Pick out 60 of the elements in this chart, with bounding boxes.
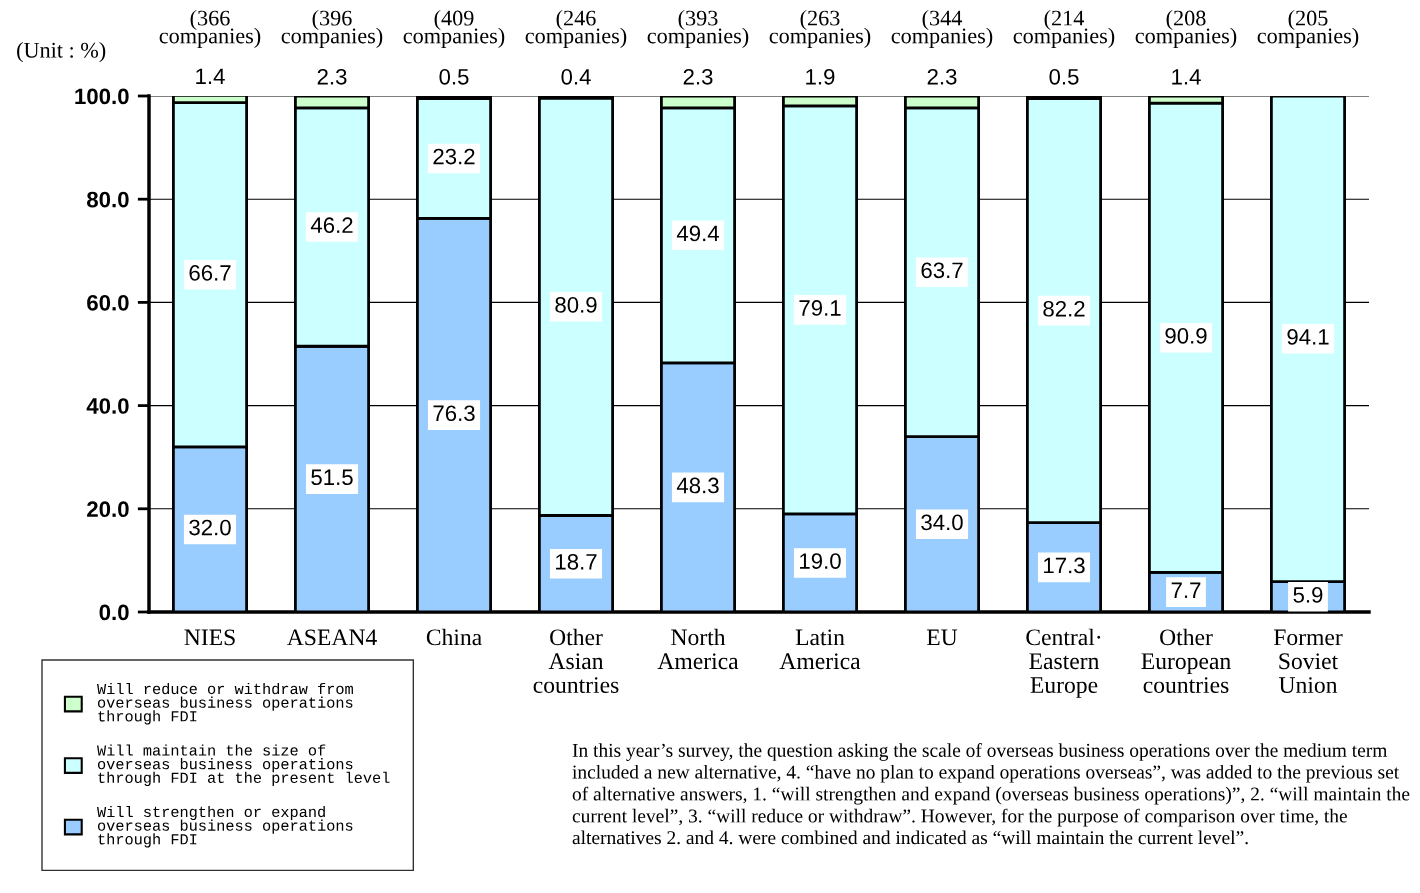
text: (366 companies) [159,9,261,48]
data-label: 63.7 [921,262,963,279]
x-tick-label: NIES [184,629,235,646]
x-tick-label: North America [657,628,739,670]
text: In this year’s survey, the question asking the scale of overseas business operations over the medium term included a new alternative, 4. “have no plan to expand operations overseas”, was added to the previous set of alternative answers, 1. “will strengthen and expand (overseas business operations)”, 2. “will maintain the current level”, 3. “will reduce or withdraw”. However, for the purpose of comparison over time, the alternatives 2. and 4. were combined and indicated as “will maintain the current level”. [572,743,1410,845]
x-tick-label: China [426,628,482,646]
data-label: 7.7 [1171,582,1201,598]
text: (409 companies) [403,9,505,48]
text: (246 companies) [525,9,627,48]
y-tick-label: 80.0 [87,191,129,208]
data-label: 23.2 [433,148,475,165]
data-label: 0.4 [561,68,591,85]
text: (208 companies) [1135,9,1237,48]
data-label: 51.5 [311,469,353,486]
data-label: 19.0 [800,553,841,569]
data-label: 48.3 [676,477,719,494]
data-label: 66.7 [189,265,231,281]
text: (344 companies) [891,9,993,48]
data-label: 49.4 [676,225,719,242]
x-tick-label: Former Soviet Union [1273,629,1343,694]
data-label: 0.5 [1049,68,1079,85]
x-tick-label: ASEAN4 [286,629,377,646]
x-tick-label: Central· Eastern Europe [1026,628,1101,698]
data-label: 18.7 [556,553,597,570]
data-label: 5.9 [1293,587,1323,603]
data-label: 2.3 [317,68,347,85]
data-label: 0.5 [439,68,469,85]
data-label: 2.3 [683,68,713,85]
data-label: 2.3 [927,68,957,85]
x-tick-label: Latin America [779,629,861,670]
y-axis-title: (Unit : %) [17,42,106,63]
y-tick-label: 20.0 [87,501,129,518]
y-tick-label: 100.0 [75,88,129,105]
x-tick-label: Other European countries [1141,628,1231,694]
data-label: 32.0 [189,519,231,536]
text: (393 companies) [647,9,749,48]
x-tick-label: EU [926,629,958,646]
data-label: 34.0 [921,514,963,531]
data-label: 82.2 [1043,300,1085,317]
data-label: 1.4 [1172,69,1201,85]
data-label: 1.9 [806,68,835,85]
y-tick-label: 60.0 [87,294,129,311]
legend-label: Will strengthen or expand overseas business operations through FDI [97,805,353,848]
text: (396 companies) [281,9,383,48]
data-label: 79.1 [799,300,841,316]
text: (214 companies) [1013,9,1115,48]
data-label: 76.3 [433,405,475,422]
y-tick-label: 40.0 [86,398,129,414]
legend-label: Will maintain the size of overseas business operations through FDI at the present level [97,744,390,787]
y-tick-label: 0.0 [99,604,129,621]
data-label: 94.1 [1287,329,1329,345]
data-label: 80.9 [555,297,597,313]
data-label: 46.2 [310,217,353,234]
text: (263 companies) [769,9,871,48]
data-label: 90.9 [1165,327,1207,344]
data-label: 17.3 [1044,557,1085,574]
x-tick-label: Other Asian countries [533,628,619,694]
legend-label: Will reduce or withdraw from overseas business operations through FDI [97,682,353,725]
text: (205 companies) [1257,9,1359,48]
data-label: 1.4 [196,68,225,84]
